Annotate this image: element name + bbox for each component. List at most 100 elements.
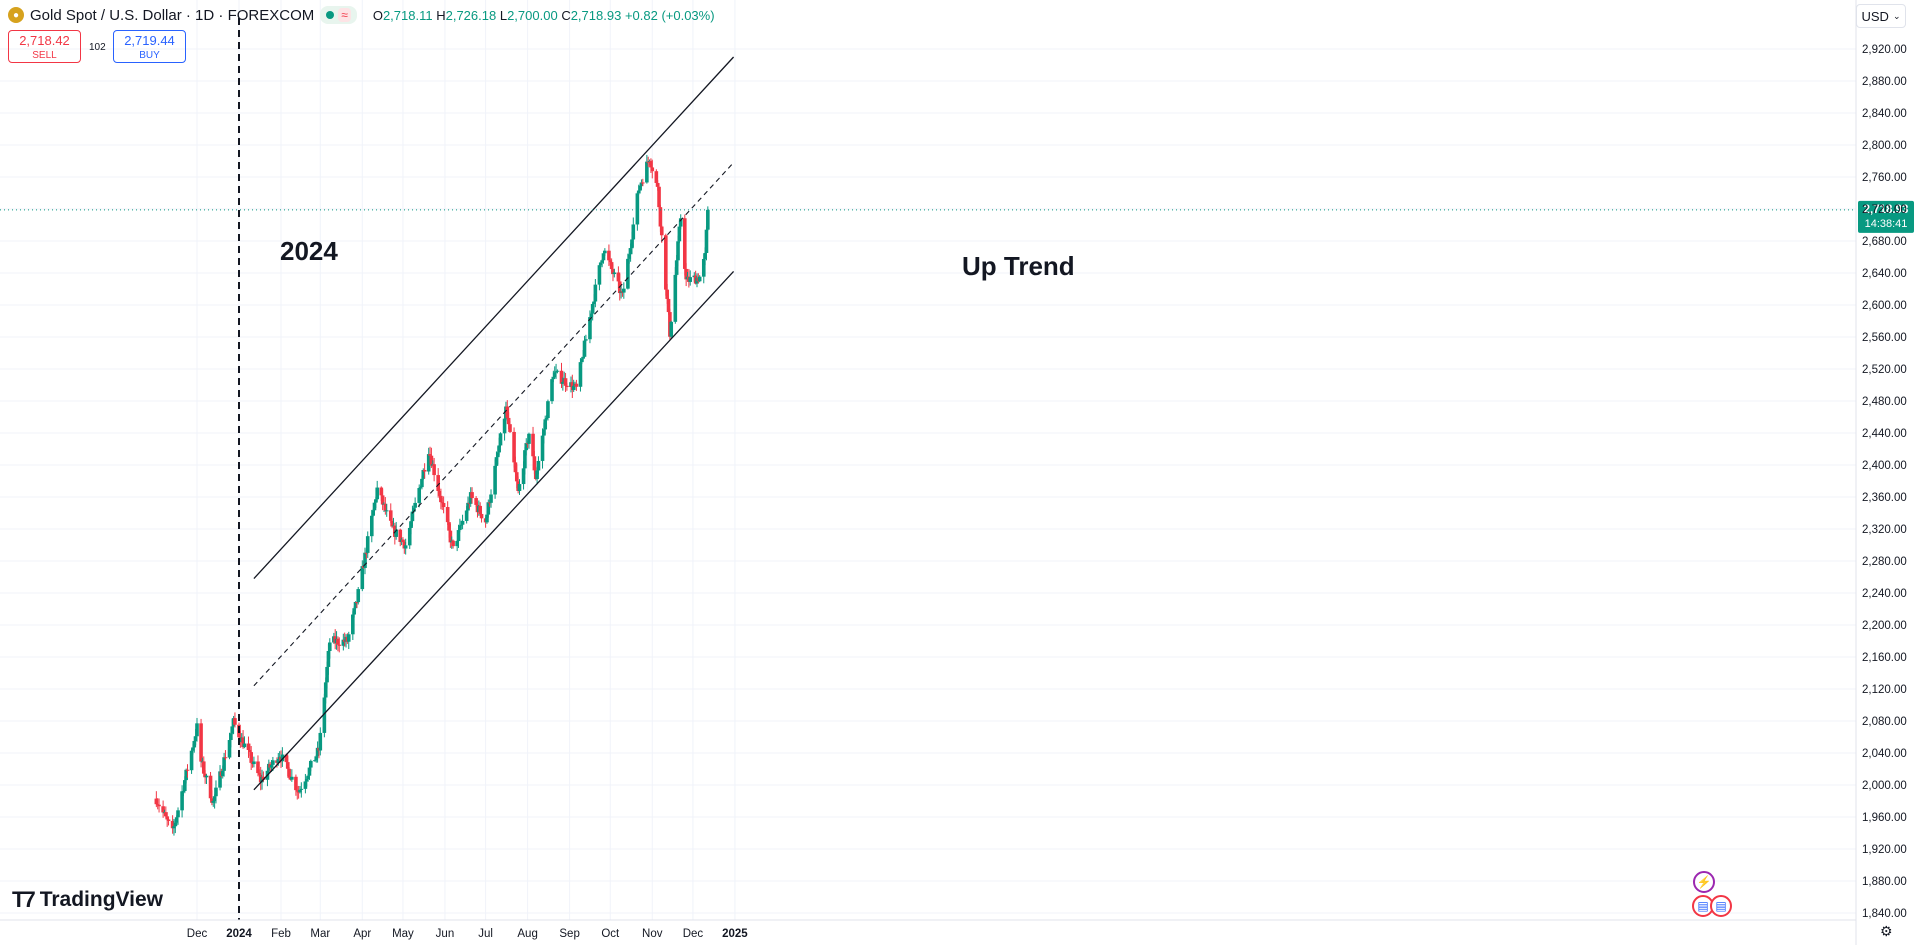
candle-body [185,769,190,771]
candle-body [592,301,596,305]
candle-body [375,487,380,500]
candle-body [622,288,626,293]
candle-body [600,260,604,263]
y-tick-label: 2,560.00 [1862,332,1907,344]
candle-body [374,499,378,503]
y-tick-label: 2,600.00 [1862,300,1907,312]
candle-body [523,450,527,469]
y-tick-label: 2,080.00 [1862,716,1907,728]
candle-body [360,566,365,590]
market-status-pill[interactable]: ≈ [320,6,357,24]
candle-body [640,182,645,184]
currency-select[interactable]: USD ⌄ [1856,4,1906,28]
candle-body [249,752,253,763]
candle-body [271,760,275,765]
candle-body [704,229,709,253]
candle-body [458,525,462,531]
y-tick-label: 2,400.00 [1862,460,1907,472]
candle-body [172,826,176,829]
y-tick-label: 2,040.00 [1862,748,1907,760]
x-tick-label: Aug [517,928,537,940]
lightning-event-icon[interactable]: ⚡ [1693,871,1715,893]
y-tick-label: 2,920.00 [1862,44,1907,56]
candle-body [309,760,313,768]
last-price-label: 2,718.93 [1864,204,1909,216]
candle-body [323,682,328,698]
x-tick-label: Apr [353,928,371,940]
candle-body [363,552,367,568]
candle-body [448,530,453,543]
candle-body [365,536,370,553]
candle-body [666,298,671,313]
settings-gear-icon[interactable]: ⚙ [1880,923,1893,939]
candle-body [658,207,663,227]
candle-body [257,773,262,775]
ohlc-high: 2,726.18 [445,7,497,23]
candle-body [684,268,688,280]
candle-body [295,790,300,792]
channel-middle-line [253,162,734,687]
candle-body [581,356,585,359]
candle-body [284,754,289,763]
channel-upper-line [253,56,735,580]
last-price-line: 2,718.93 14:38:41 [0,200,1914,233]
candle-body [304,778,309,782]
candle-body [542,429,546,436]
candle-body [201,761,206,774]
candle-body [645,161,649,183]
candle-body [285,762,290,769]
candle-body [214,787,218,797]
y-tick-label: 2,640.00 [1862,268,1907,280]
candle-body [420,478,424,488]
y-tick-label: 2,840.00 [1862,108,1907,120]
candle-body [287,768,291,778]
candle-body [582,340,587,357]
candle-body [290,776,294,780]
tradingview-logo[interactable]: T7 TradingView [12,887,163,913]
candle-body [233,718,237,725]
time-axis: Dec 2024 Feb Mar Apr May Jun Jul Aug Sep Oct Nov Dec… [0,919,1856,940]
candle-body [256,761,260,774]
candle-body [428,454,432,456]
symbol-header[interactable]: ● Gold Spot / U.S. Dollar · 1D · FOREXCO… [8,4,715,26]
candle-body [665,289,669,299]
buy-button[interactable]: 2,719.44 BUY [113,30,186,63]
y-tick-label: 1,880.00 [1862,876,1907,888]
candle-body [390,520,394,527]
trend-annotation: Up Trend [962,251,1075,281]
candle-body [229,733,233,741]
candle-body [512,431,516,463]
candle-body [601,253,606,261]
us-flag-event-icon[interactable]: ▤ [1710,895,1732,917]
candle-body [170,820,175,829]
candle-body [673,274,678,322]
candle-body [394,529,398,537]
candle-body [706,209,710,230]
candle-body [494,457,499,466]
candle-body [555,370,560,372]
symbol-title[interactable]: Gold Spot / U.S. Dollar · 1D · FOREXCOM [30,6,315,24]
candle-body [532,456,537,471]
candle-body [369,515,374,537]
candle-body [584,339,588,341]
y-tick-label: 2,320.00 [1862,524,1907,536]
candle-body [337,644,342,646]
candle-body [682,218,687,269]
grid-lines [0,0,1856,920]
y-tick-label: 2,160.00 [1862,652,1907,664]
candle-body [603,250,607,254]
candle-body [657,186,661,208]
candle-body [496,452,500,458]
candle-body [315,747,320,757]
x-tick-label: May [392,928,414,940]
y-tick-label: 2,240.00 [1862,588,1907,600]
candle-body [676,241,680,261]
sell-label: SELL [32,50,57,61]
x-tick-label: 2025 [722,928,748,940]
sell-button[interactable]: 2,718.42 SELL [8,30,81,63]
candle-body [410,511,415,522]
candle-body [227,740,232,758]
candle-body [536,460,541,471]
